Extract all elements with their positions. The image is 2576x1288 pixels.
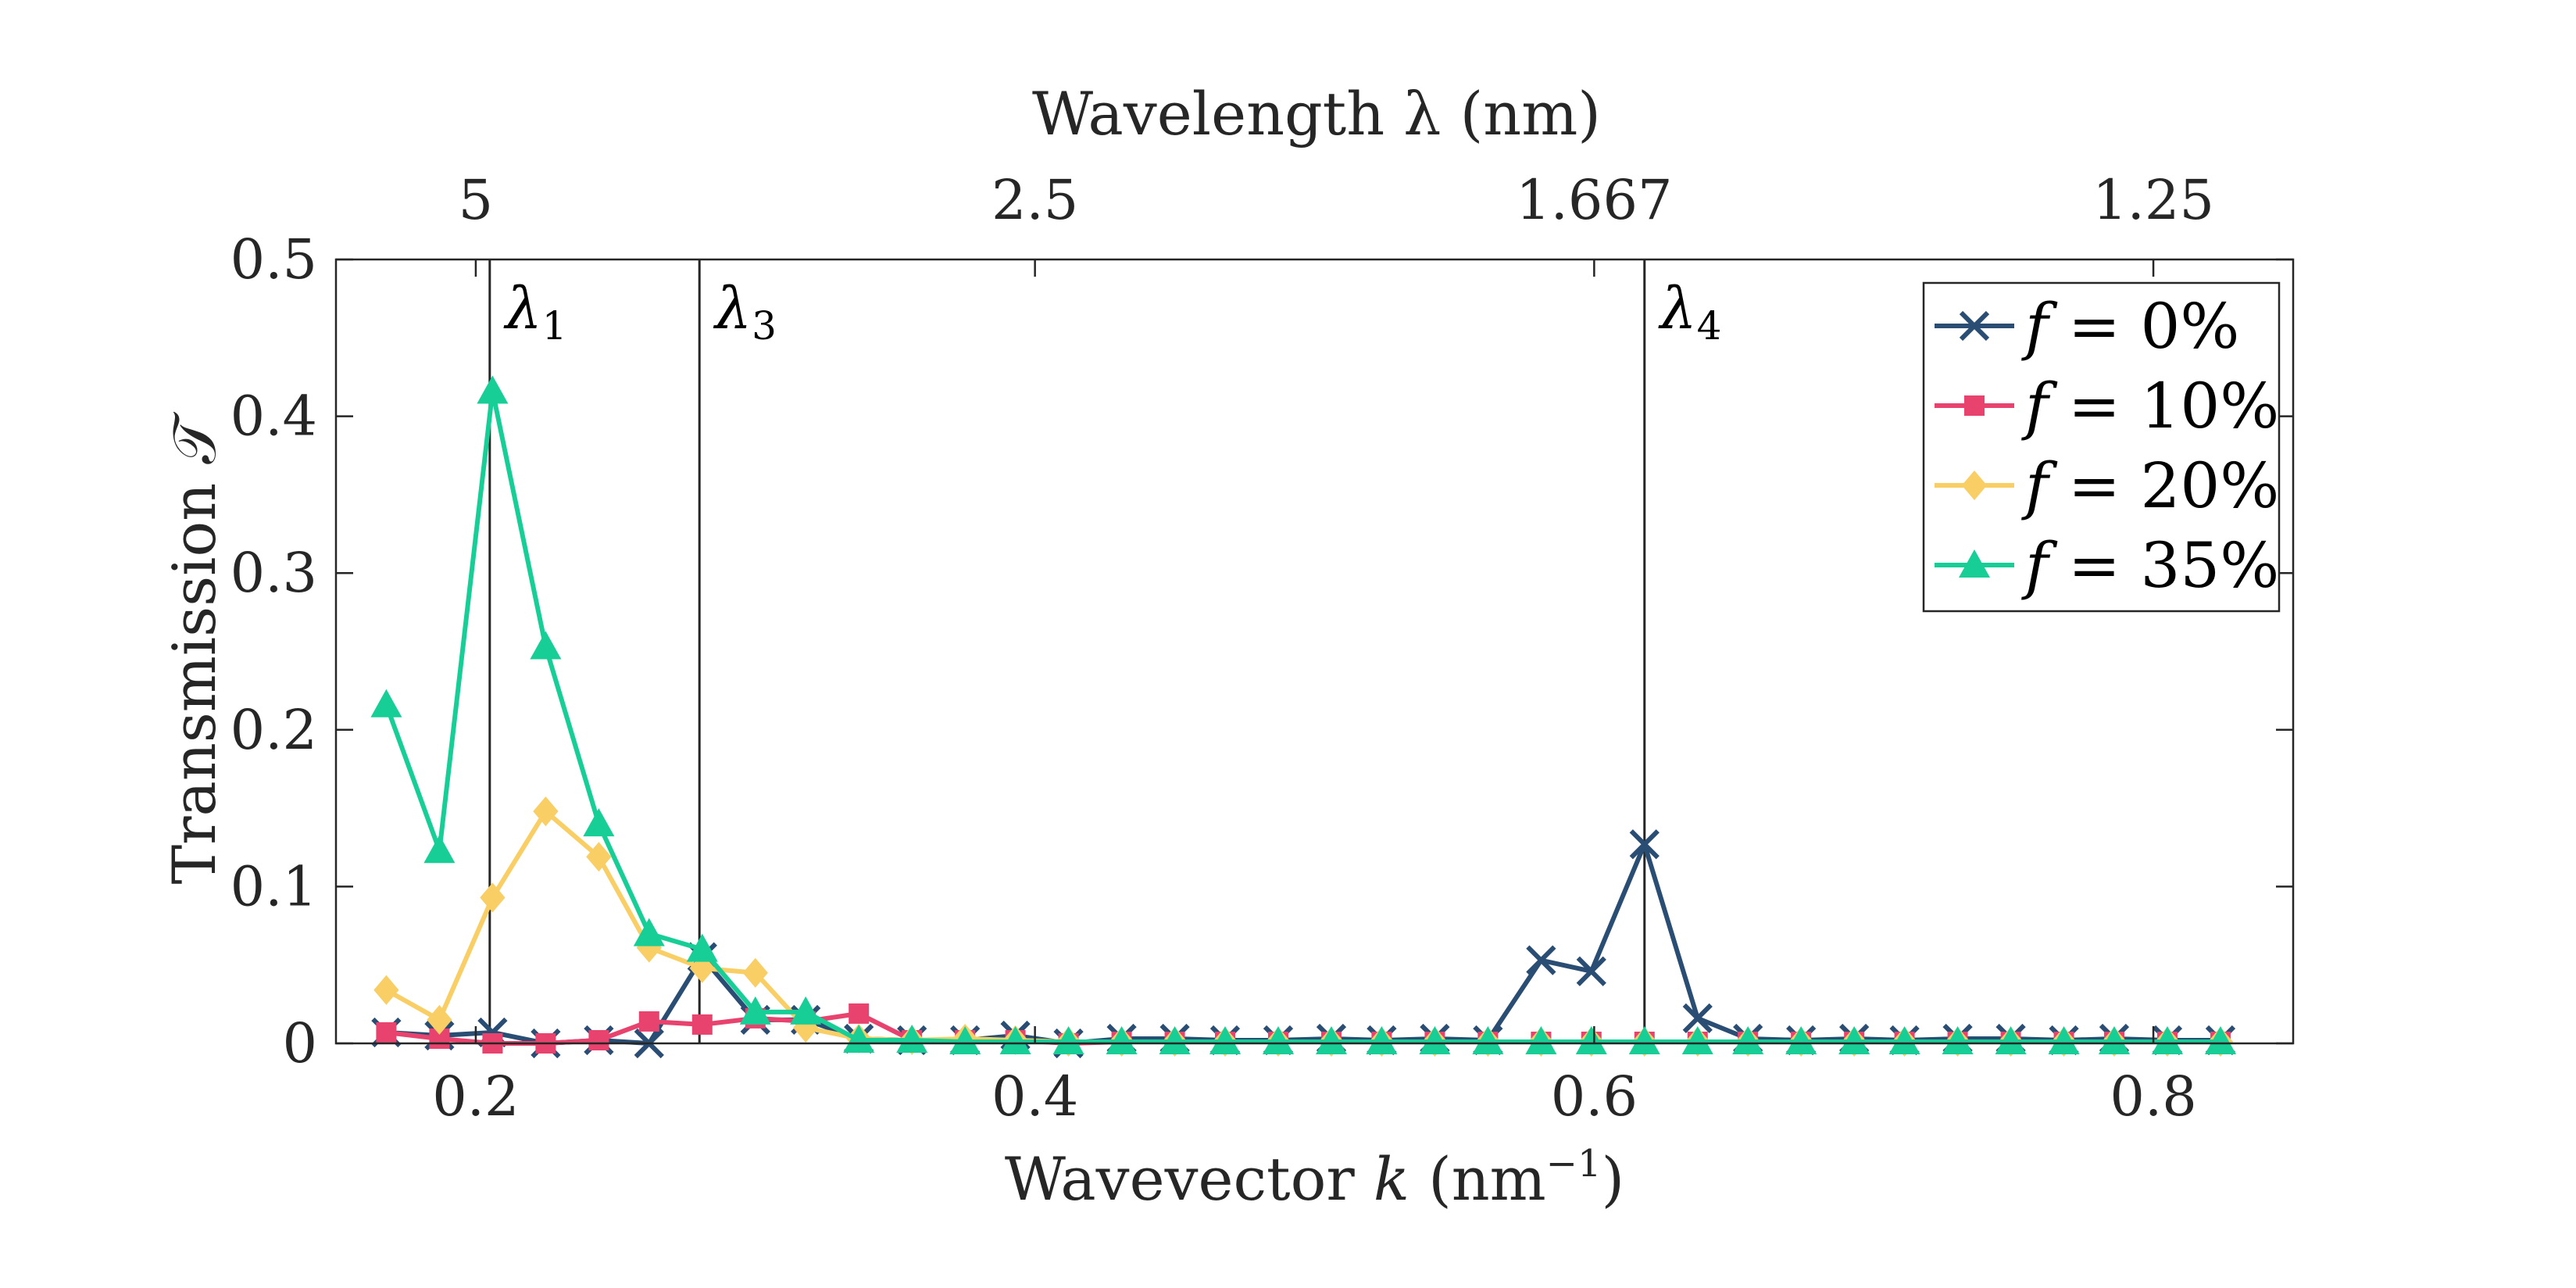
data-point — [1576, 956, 1606, 986]
series-layer — [370, 375, 2236, 1059]
legend-marker — [1961, 470, 1988, 500]
legend-item: f = 35% — [1935, 529, 2279, 602]
x-tick-label: 0.8 — [2110, 1064, 2196, 1129]
reference-line-label: λ1 — [503, 275, 567, 349]
data-point — [633, 918, 665, 946]
data-point — [1838, 1025, 1870, 1054]
x-tick-label: 0.6 — [1551, 1064, 1638, 1129]
y-tick-label: 0 — [282, 1011, 317, 1075]
data-point — [1785, 1025, 1817, 1054]
data-point — [638, 1011, 659, 1032]
x-axis-label: Wavevector k (nm−1) — [1005, 1142, 1624, 1214]
data-point — [1628, 1025, 1660, 1054]
data-point — [849, 1003, 870, 1024]
plot-frame — [334, 258, 2295, 1045]
data-point — [1366, 1025, 1398, 1054]
data-point — [370, 689, 402, 717]
top-tick-label: 1.667 — [1516, 168, 1672, 232]
legend-item: f = 10% — [1935, 370, 2279, 442]
data-point — [1209, 1025, 1241, 1054]
data-point — [1995, 1025, 2027, 1054]
reference-line-label: λ3 — [713, 275, 777, 349]
legend-item: f = 20% — [1935, 449, 2279, 522]
data-point — [691, 1014, 713, 1035]
legend-marker — [1959, 310, 1990, 342]
reference-line-label: λ4 — [1658, 275, 1722, 349]
data-point — [896, 1024, 928, 1053]
data-point — [742, 957, 768, 988]
data-point — [588, 1029, 609, 1050]
legend-marker — [1959, 549, 1990, 578]
y-tick-label: 0.1 — [230, 854, 317, 918]
data-point — [480, 882, 506, 913]
series — [370, 375, 2236, 1054]
x-tick-label: 0.4 — [991, 1064, 1078, 1129]
y-tick-label: 0.5 — [230, 227, 317, 292]
data-point — [1575, 1025, 1607, 1054]
legend-marker — [1964, 395, 1985, 416]
data-point — [1942, 1025, 1974, 1054]
data-point — [2204, 1025, 2236, 1054]
data-point — [376, 1021, 397, 1043]
top-axis-label: Wavelength λ (nm) — [1032, 79, 1601, 148]
data-point — [477, 375, 509, 404]
data-point — [1472, 1025, 1504, 1054]
data-point — [1681, 1025, 1713, 1054]
legend-label: f = 35% — [2021, 529, 2279, 602]
data-point — [427, 1004, 452, 1035]
data-point — [1682, 1003, 1713, 1034]
ticks — [336, 258, 2293, 1045]
data-point — [2098, 1025, 2130, 1054]
y-axis-label: Transmission 𝒯 — [159, 412, 229, 885]
y-tick-label: 0.4 — [230, 385, 317, 449]
data-point — [583, 808, 615, 837]
tick-labels: 0.2 0.4 0.6 0.8 0 0.1 0.2 0.3 0.4 0.5 5 2.5 1.667 1.2… — [230, 168, 2214, 1129]
top-tick-label: 5 — [459, 168, 494, 232]
data-point — [739, 996, 771, 1025]
data-point — [1315, 1025, 1347, 1054]
series-line — [384, 809, 2221, 1044]
data-point — [1262, 1025, 1294, 1054]
legend-label: f = 10% — [2021, 370, 2279, 442]
data-point — [1732, 1025, 1764, 1054]
data-point — [1419, 1025, 1451, 1054]
data-point — [1629, 829, 1660, 860]
data-point — [1106, 1025, 1138, 1054]
data-point — [1525, 1025, 1557, 1054]
data-point — [949, 1025, 981, 1054]
legend: f = 0%f = 10%f = 20%f = 35% — [1922, 281, 2281, 613]
data-point — [790, 996, 822, 1025]
series-line — [384, 388, 2221, 1044]
data-point — [1052, 1025, 1084, 1054]
data-point — [1159, 1025, 1191, 1054]
legend-label: f = 20% — [2021, 449, 2279, 522]
data-point — [2048, 1025, 2080, 1054]
data-point — [533, 796, 559, 827]
data-point — [586, 842, 612, 872]
data-point — [530, 631, 562, 660]
data-point — [373, 975, 399, 1005]
data-point — [423, 835, 456, 864]
data-point — [2151, 1025, 2183, 1054]
y-tick-label: 0.3 — [230, 541, 317, 605]
top-tick-label: 1.25 — [2092, 168, 2214, 232]
data-point — [1888, 1025, 1920, 1054]
vertical-reference-lines: λ1 λ3 λ4 — [488, 259, 1722, 1043]
data-point — [999, 1025, 1031, 1054]
legend-item: f = 0% — [1935, 290, 2239, 363]
data-point — [1526, 945, 1556, 975]
top-tick-label: 2.5 — [991, 168, 1078, 232]
x-tick-label: 0.2 — [432, 1064, 519, 1129]
legend-label: f = 0% — [2021, 290, 2239, 363]
y-tick-label: 0.2 — [230, 698, 317, 762]
data-point — [686, 933, 718, 962]
data-point — [843, 1024, 875, 1053]
